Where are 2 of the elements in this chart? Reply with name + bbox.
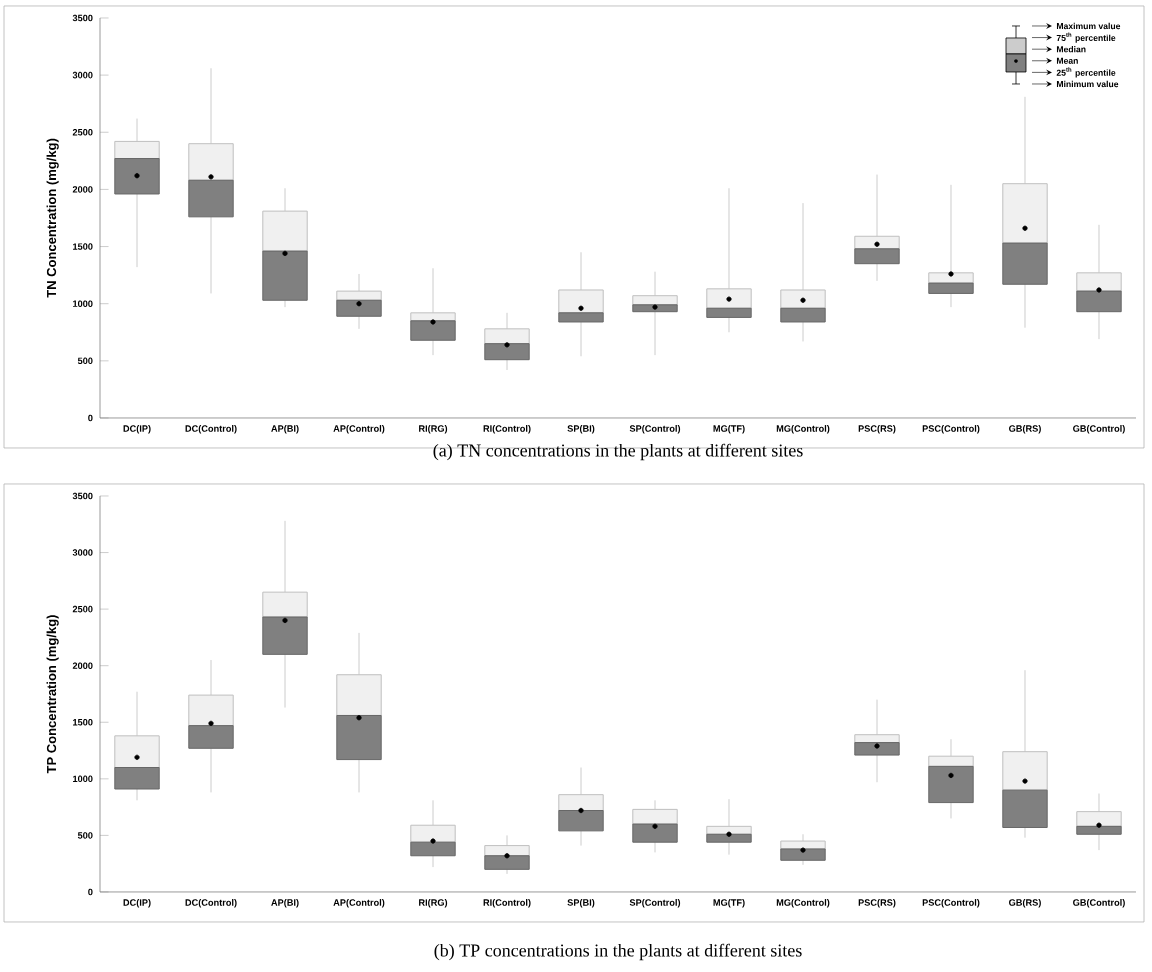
text: (b) TP concentrations in the plants at different sites: [434, 943, 802, 961]
text: (a) TN concentrations in the plants at different sites: [433, 443, 803, 461]
